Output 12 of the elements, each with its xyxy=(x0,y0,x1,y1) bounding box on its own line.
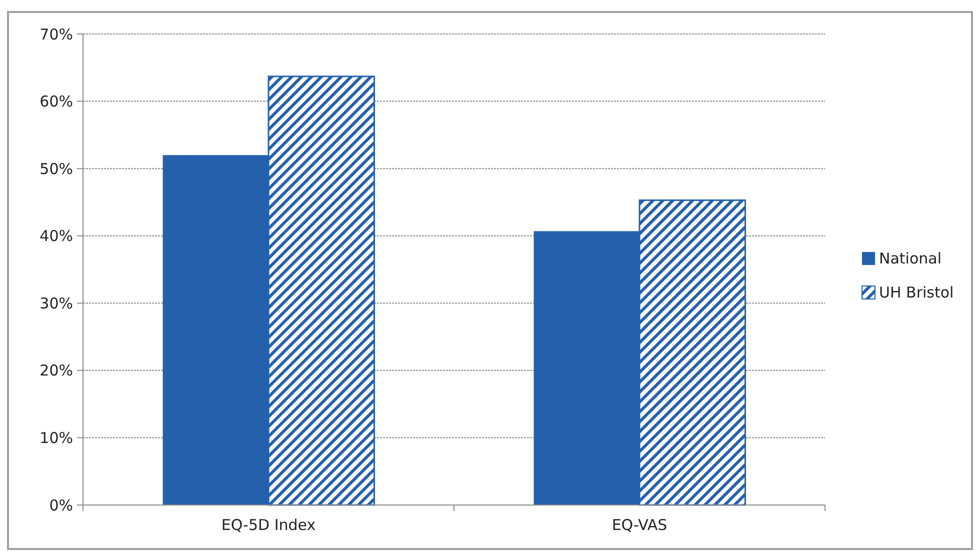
y-tick-label: 60% xyxy=(40,92,73,111)
y-tick-label: 50% xyxy=(40,160,73,178)
y-tick-label: 10% xyxy=(40,428,73,447)
legend-label: National xyxy=(879,249,942,268)
y-tick-label: 20% xyxy=(40,362,73,380)
y-tick-label: 0% xyxy=(49,496,73,514)
x-tick-label: EQ-5D Index xyxy=(221,516,316,534)
y-tick-label: 30% xyxy=(40,294,73,312)
legend-label: UH Bristol xyxy=(879,283,954,302)
x-tick-label: EQ-VAS xyxy=(612,516,668,534)
y-tick-label: 70% xyxy=(40,25,73,44)
y-tick-label: 40% xyxy=(40,227,73,246)
